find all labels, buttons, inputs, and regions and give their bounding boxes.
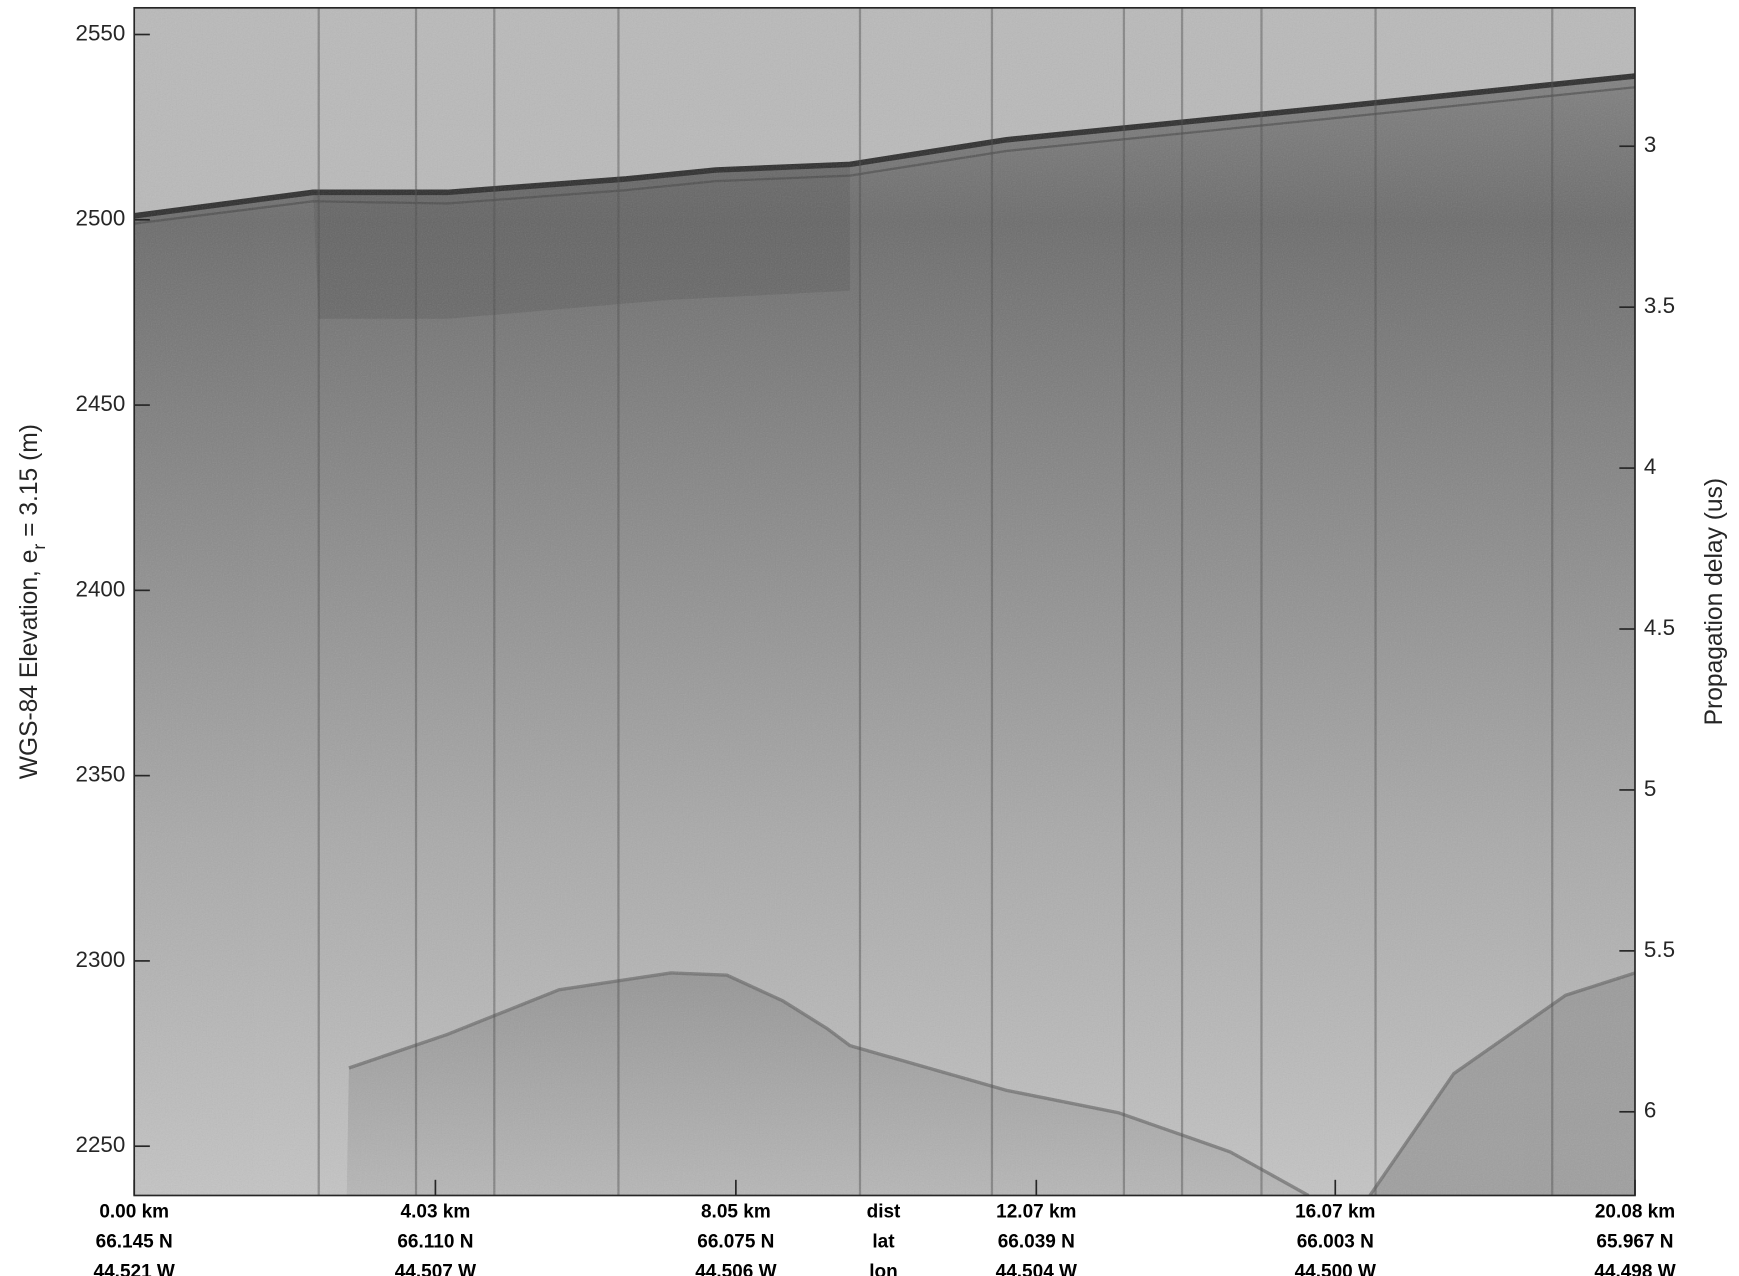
x-tick-label: 8.05 km — [701, 1201, 771, 1222]
y2-tick-label: 6 — [1644, 1098, 1656, 1123]
y2-tick-label: 3.5 — [1644, 293, 1675, 318]
lon-label: 44.521 W — [94, 1262, 175, 1276]
y-label-subscript: r — [29, 544, 49, 550]
x-tick-label: 16.07 km — [1295, 1201, 1375, 1222]
lat-label: 66.075 N — [697, 1231, 774, 1252]
y-tick-label: 2550 — [76, 20, 126, 45]
lon-label: 44.507 W — [395, 1262, 476, 1276]
y2-tick-label: 4 — [1644, 454, 1656, 479]
row-label: lon — [869, 1262, 898, 1276]
y-axis-label: WGS-84 Elevation, er = 3.15 (m) — [16, 424, 49, 779]
x-tick-label: 20.08 km — [1595, 1201, 1675, 1222]
lat-label: 66.003 N — [1297, 1231, 1374, 1252]
x-tick-label: 0.00 km — [99, 1201, 169, 1222]
y-tick-label: 2450 — [76, 391, 126, 416]
y-tick-label: 2500 — [76, 206, 126, 231]
lon-label: 44.500 W — [1295, 1262, 1376, 1276]
x-tick-label: 4.03 km — [401, 1201, 471, 1222]
y-label-suffix: = 3.15 (m) — [16, 424, 43, 544]
y-tick-label: 2350 — [76, 762, 126, 787]
echogram-image — [134, 7, 1635, 1196]
y2-axis-label: Propagation delay (us) — [1701, 478, 1728, 725]
y2-tick-label: 5.5 — [1644, 937, 1675, 962]
y2-tick-label: 4.5 — [1644, 615, 1675, 640]
y2-tick-label: 3 — [1644, 132, 1656, 157]
lon-label: 44.504 W — [996, 1262, 1077, 1276]
y-tick-label: 2250 — [76, 1132, 126, 1157]
plot-frame — [133, 6, 1636, 1197]
x-tick-label: 12.07 km — [996, 1201, 1076, 1222]
row-label: dist — [867, 1201, 901, 1222]
y-tick-label: 2300 — [76, 947, 126, 972]
y-label-text: WGS-84 Elevation, e — [16, 550, 43, 780]
y2-tick-label: 5 — [1644, 776, 1656, 801]
row-label: lat — [872, 1231, 895, 1252]
lat-label: 65.967 N — [1596, 1231, 1673, 1252]
y-tick-label: 2400 — [76, 576, 126, 601]
lat-label: 66.039 N — [998, 1231, 1075, 1252]
lat-label: 66.145 N — [96, 1231, 173, 1252]
lon-label: 44.506 W — [695, 1262, 776, 1276]
lat-label: 66.110 N — [397, 1231, 473, 1252]
lon-label: 44.498 W — [1594, 1262, 1675, 1276]
